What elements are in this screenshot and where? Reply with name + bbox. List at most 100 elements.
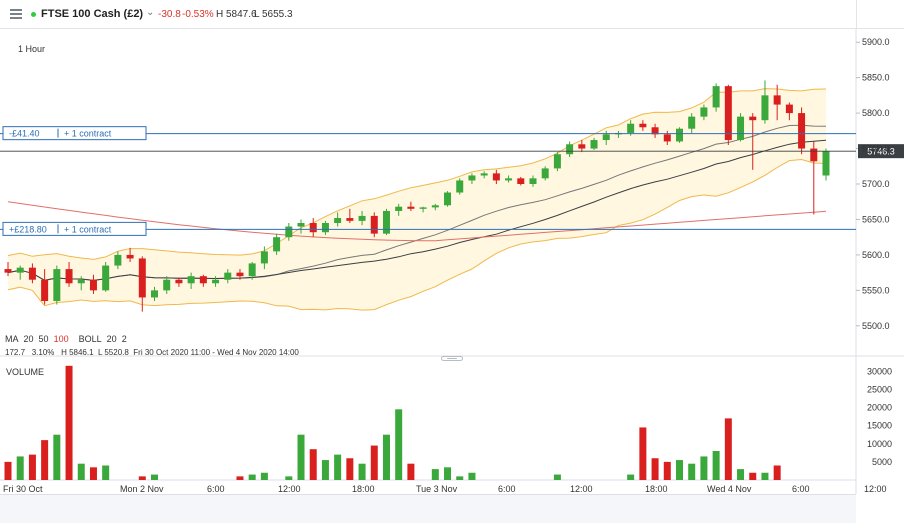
position-pnl: -£41.40 (9, 129, 40, 139)
candle-body (77, 279, 85, 284)
timeframe-label[interactable]: 1 Hour (18, 44, 46, 54)
volume-bar (444, 467, 452, 480)
bollinger-upper-line (7, 88, 827, 260)
volume-tick-label: 15000 (867, 421, 892, 431)
range-change: 172.7 (5, 348, 26, 357)
time-axis-label: 12:00 (570, 484, 593, 494)
candle-body (53, 269, 61, 301)
candle-body (541, 168, 549, 179)
candle-body (505, 178, 513, 181)
volume-tick-label: 20000 (867, 403, 892, 413)
bollinger-band-fill (8, 88, 826, 311)
price-tick-label: 5600.0 (862, 250, 890, 260)
ohlc-summary: 172.7 3.10% H 5846.1 L 5520.8 Fri 30 Oct… (5, 348, 299, 357)
time-axis-label: 12:00 (278, 484, 301, 494)
candle-body (810, 148, 818, 162)
candle-body (382, 210, 390, 234)
ma-period-50: 50 (38, 334, 49, 344)
ma-period-20: 20 (23, 334, 34, 344)
candle-body (590, 140, 598, 149)
volume-bar (77, 463, 85, 480)
pane-resize-handle[interactable] (441, 356, 463, 361)
candle-body (102, 265, 110, 291)
range-change-percent: 3.10% (31, 348, 55, 357)
volume-bar (749, 472, 757, 480)
time-axis-label: Mon 2 Nov (120, 484, 164, 494)
candle-body (248, 263, 256, 277)
position-badge (2, 221, 147, 236)
bollinger-lower-line (7, 158, 827, 311)
hamburger-menu-icon[interactable] (10, 9, 22, 19)
candle-body (822, 151, 830, 176)
volume-bar (236, 476, 244, 480)
candle-body (138, 258, 146, 298)
volume-bar (41, 440, 49, 480)
volume-bar (712, 451, 720, 480)
volume-bar (334, 454, 342, 480)
price-tick-label: 5850.0 (862, 73, 890, 83)
candle-body (224, 272, 232, 280)
time-axis-label: Fri 30 Oct (3, 484, 43, 494)
price-tick-label: 5550.0 (862, 285, 890, 295)
volume-bar (663, 461, 671, 480)
candle-body (89, 279, 97, 291)
candle-body (553, 154, 561, 169)
candle-body (712, 86, 720, 108)
price-tick-label: 5500.0 (862, 321, 890, 331)
candle-body (212, 279, 220, 284)
session-high: H 5847.6 (216, 9, 257, 20)
price-tick-label: 5700.0 (862, 179, 890, 189)
position-size: + 1 contract (64, 224, 112, 234)
volume-bar (724, 418, 732, 480)
price-change: -30.8 (158, 9, 181, 20)
candle-body (675, 128, 683, 142)
volume-bar (651, 458, 659, 480)
price-tick-label: 5900.0 (862, 37, 890, 47)
volume-bar (260, 472, 268, 480)
price-tick-label: 5750.0 (862, 144, 890, 154)
candle-body (175, 279, 183, 284)
current-price-label: 5746.3 (867, 147, 895, 157)
ma-period-100: 100 (53, 334, 69, 344)
indicator-legend[interactable]: MA 20 50 100 BOLL 20 2 (5, 334, 127, 344)
candle-body (737, 116, 745, 141)
volume-bar (53, 434, 61, 480)
current-price-tag (858, 144, 904, 159)
volume-bar (358, 463, 366, 480)
time-axis-label: Wed 4 Nov (707, 484, 752, 494)
time-axis-label: 6:00 (792, 484, 810, 494)
time-axis-label: 18:00 (352, 484, 375, 494)
candle-body (334, 218, 342, 223)
time-axis-label: Tue 3 Nov (416, 484, 458, 494)
volume-bar (627, 474, 635, 480)
candle-body (578, 144, 586, 149)
volume-bar (431, 469, 439, 480)
range-high: H 5846.1 (61, 348, 94, 357)
session-low: L 5655.3 (254, 9, 293, 20)
volume-bar (382, 434, 390, 480)
time-axis-label: 18:00 (645, 484, 668, 494)
candle-body (395, 206, 403, 211)
navigator-strip[interactable] (0, 494, 856, 523)
volume-bar (28, 454, 36, 480)
candle-body (773, 95, 781, 105)
candle-body (4, 269, 12, 273)
volume-tick-label: 25000 (867, 384, 892, 394)
volume-bar (761, 472, 769, 480)
candle-body (28, 267, 36, 280)
time-axis-label: 6:00 (498, 484, 516, 494)
volume-bar (639, 427, 647, 480)
ma-100-line (7, 201, 827, 242)
candle-body (370, 215, 378, 234)
candle-body (358, 215, 366, 221)
boll-period: 20 (106, 334, 117, 344)
volume-bar (309, 449, 317, 480)
ma-label: MA (5, 334, 19, 344)
instrument-header: FTSE 100 Cash (£2) ⌄ -30.8 -0.53% H 5847… (0, 0, 904, 29)
chevron-down-icon[interactable]: ⌄ (146, 7, 155, 18)
candle-body (761, 95, 769, 121)
candle-body (566, 144, 574, 155)
volume-bar (151, 474, 159, 480)
instrument-title[interactable]: FTSE 100 Cash (£2) (41, 8, 144, 20)
